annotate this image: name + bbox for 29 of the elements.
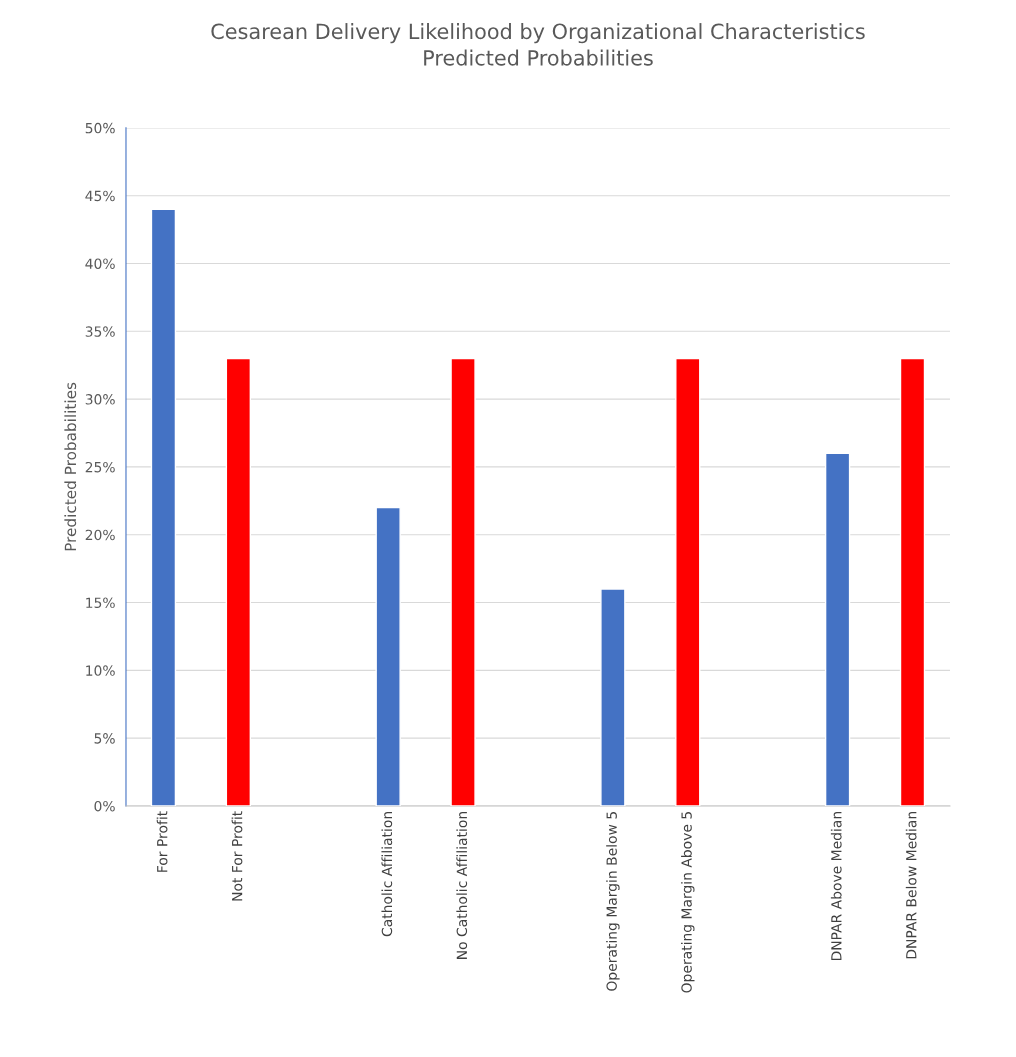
y-tick-label: 30% bbox=[85, 394, 115, 405]
bar bbox=[225, 357, 252, 806]
bar bbox=[450, 357, 476, 806]
bar bbox=[375, 506, 401, 806]
x-tick-label: Operating Margin Below 5 bbox=[606, 812, 620, 991]
x-tick-label: DNPAR Above Median bbox=[830, 812, 842, 961]
y-tick-label: 40% bbox=[85, 258, 115, 269]
bar bbox=[675, 357, 701, 806]
y-tick-label: 0% bbox=[94, 800, 115, 812]
y-tick-label: 20% bbox=[85, 529, 115, 541]
x-tick-label: No Catholic Affiliation bbox=[456, 812, 468, 959]
bar bbox=[150, 208, 177, 806]
y-tick-label: 50% bbox=[85, 122, 115, 134]
y-tick-label: 25% bbox=[85, 461, 115, 473]
y-tick-label: 45% bbox=[85, 190, 115, 202]
x-tick-label: Catholic Affiliation bbox=[381, 812, 393, 937]
x-tick-label: DNPAR Below Median bbox=[905, 812, 917, 959]
y-tick-label: 10% bbox=[86, 665, 115, 676]
bar bbox=[899, 357, 926, 806]
chart-title: Cesarean Delivery Likelihood by Organizational Characteristics Predicted Probabilities bbox=[211, 23, 865, 66]
bar bbox=[824, 452, 851, 806]
y-tick-label: 15% bbox=[86, 597, 115, 609]
x-tick-label: Not For Profit bbox=[231, 811, 243, 901]
x-tick-label: Operating Margin Above 5 bbox=[681, 812, 695, 993]
y-tick-label: 35% bbox=[85, 326, 115, 337]
y-axis-title: Predicted Probabilities bbox=[64, 382, 77, 551]
y-tick-label: 5% bbox=[94, 733, 115, 744]
bar bbox=[600, 588, 626, 806]
x-tick-label: For Profit bbox=[156, 811, 168, 872]
